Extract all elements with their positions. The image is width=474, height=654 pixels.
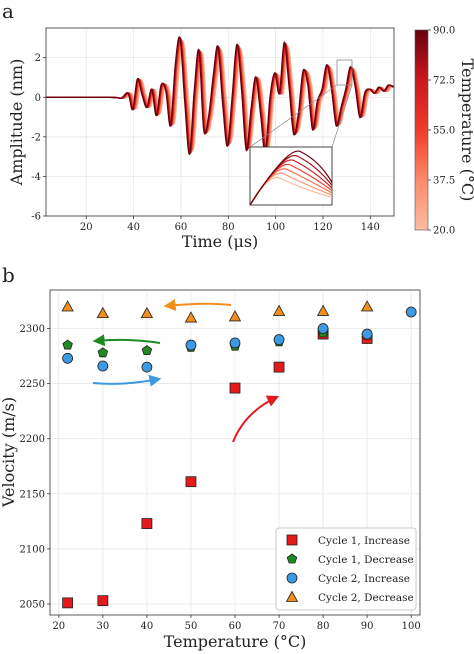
panel-b-xtick-label: 90 [361, 621, 374, 632]
colorbar-tick-label: 55.0 [433, 126, 455, 137]
legend: Cycle 1, Increase Cycle 1, Decrease Cycle … [275, 527, 417, 611]
legend-marker-pentagon [286, 553, 298, 564]
panel-b-ytick-label: 2050 [20, 599, 45, 610]
arrow-cycle1-increase [232, 395, 280, 443]
panel-a-ticks: 20 40 60 80 100 120 140 -6 -4 -2 0 2 [31, 53, 380, 233]
waveform-line [46, 39, 394, 153]
data-point-triangle [140, 306, 154, 319]
legend-marker-circle [286, 572, 298, 584]
panel-b-xtick-label: 60 [229, 621, 242, 632]
panel-a-ytick-label: -4 [31, 172, 41, 183]
panel-b-xtick-label: 30 [96, 621, 109, 632]
panel-b-points [61, 300, 417, 609]
data-point-triangle [360, 300, 374, 312]
panel-b-xtick-label: 40 [141, 621, 154, 632]
panel-a-xtick-label: 80 [222, 222, 235, 233]
panel-a-ytick-label: 0 [35, 93, 41, 104]
inset-curve [250, 150, 332, 205]
panel-a-xtick-label: 20 [80, 222, 93, 233]
panel-b-xtick-label: 100 [402, 621, 421, 632]
data-point-pentagon [62, 339, 73, 350]
panel-a-xtick-label: 120 [313, 222, 332, 233]
panel-b-arrows [92, 299, 280, 443]
legend-label: Cycle 2, Increase [318, 573, 410, 585]
legend-marker-square [286, 534, 298, 546]
panel-a-ytick-label: 2 [35, 53, 41, 64]
data-point-triangle [272, 304, 286, 316]
colorbar-tick-label: 90.0 [433, 26, 455, 37]
data-point-triangle [316, 304, 330, 316]
panel-b-ytick-label: 2200 [20, 434, 45, 445]
panel-b-xtick-label: 70 [273, 621, 286, 632]
panel-a-label: a [2, 0, 14, 23]
waveform-line [46, 40, 394, 152]
panel-b-label: b [2, 263, 15, 287]
data-point-triangle [228, 310, 242, 322]
data-point-pentagon [97, 347, 109, 358]
panel-b-ylabel: Velocity (m/s) [0, 397, 18, 508]
data-point-square [185, 476, 197, 488]
panel-b-ticks: 20 30 40 50 60 70 80 90 100 2050 2100 2150 2200 2250 2… [20, 324, 421, 632]
panel-a-ytick-label: -2 [31, 132, 41, 143]
waveform-line [46, 36, 394, 155]
colorbar-ticks: 20.0 37.5 55.0 72.5 90.0 [428, 26, 455, 237]
panel-a-xtick-label: 40 [127, 222, 140, 233]
inset-curves [250, 150, 332, 205]
panel-a-xlabel: Time (μs) [182, 232, 259, 251]
panel-a-ytick-label: -6 [31, 212, 41, 223]
panel-b-xtick-label: 50 [185, 621, 198, 632]
legend-label: Cycle 1, Increase [318, 535, 410, 547]
panel-a-xtick-label: 140 [361, 222, 380, 233]
data-point-triangle [96, 306, 110, 319]
waveform-line [46, 36, 394, 155]
data-point-pentagon [141, 345, 153, 356]
panel-a-ylabel: Amplitude (nm) [7, 59, 26, 187]
data-point-square [97, 595, 109, 607]
arrow-cycle1-decrease [92, 334, 161, 347]
panel-b-xtick-label: 80 [317, 621, 330, 632]
arrow-cycle2-increase [92, 374, 162, 387]
panel-b-ytick-label: 2250 [20, 379, 45, 390]
legend-marker-triangle [285, 590, 299, 602]
data-point-square [62, 597, 74, 609]
panel-a-waveforms [46, 36, 394, 155]
legend-label: Cycle 2, Decrease [318, 592, 414, 604]
data-point-square [229, 382, 241, 394]
colorbar-label: Temperature (°C) [458, 59, 474, 202]
panel-b-ytick-label: 2300 [20, 324, 45, 335]
inset-connector-left [249, 84, 338, 148]
data-point-circle [97, 360, 109, 372]
data-point-triangle [61, 300, 74, 312]
panel-b-ytick-label: 2150 [20, 489, 45, 500]
arrow-cycle2-decrease [163, 299, 232, 311]
data-point-circle [229, 337, 241, 349]
panel-b-xtick-label: 20 [52, 621, 65, 632]
panel-a-frame [45, 27, 395, 217]
panel-b-ytick-label: 2100 [20, 544, 45, 555]
data-point-circle [317, 323, 329, 334]
data-point-square [273, 361, 285, 373]
inset-source-box [336, 59, 353, 86]
legend-label: Cycle 1, Decrease [318, 554, 414, 566]
colorbar-tick-label: 72.5 [433, 76, 455, 87]
data-point-circle [62, 352, 74, 364]
panel-a-xtick-label: 60 [175, 222, 188, 233]
colorbar-tick-label: 37.5 [433, 176, 455, 187]
data-point-square [141, 518, 153, 529]
colorbar-tick-label: 20.0 [433, 226, 455, 237]
data-point-triangle [184, 311, 198, 323]
panel-b-xlabel: Temperature (°C) [164, 632, 307, 651]
data-point-circle [273, 334, 285, 345]
panel-a-xtick-label: 100 [266, 222, 285, 233]
inset-connector-right [331, 84, 353, 148]
colorbar [414, 29, 429, 231]
data-point-circle [185, 339, 197, 351]
data-point-circle [405, 306, 417, 318]
data-point-circle [141, 361, 153, 373]
legend-box [275, 527, 417, 611]
data-point-circle [361, 328, 373, 340]
